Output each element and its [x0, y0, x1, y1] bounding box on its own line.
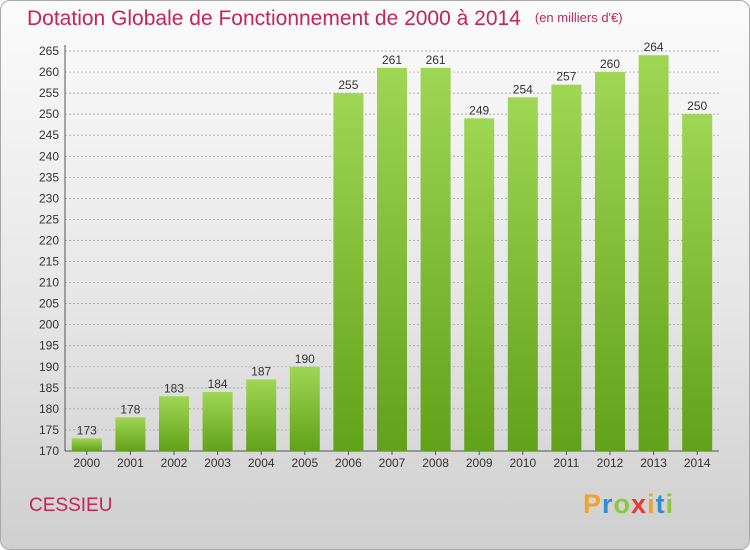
data-label: 254: [513, 82, 533, 96]
x-tick-label: 2009: [466, 456, 493, 470]
y-tick-label: 230: [39, 191, 59, 205]
y-tick-label: 235: [39, 170, 59, 184]
data-label: 261: [426, 53, 446, 67]
bar: [333, 93, 364, 452]
data-label: 250: [687, 99, 707, 113]
logo-letter: x: [631, 489, 648, 519]
y-tick-label: 200: [39, 318, 59, 332]
y-tick-label: 170: [39, 444, 59, 458]
x-tick-label: 2008: [422, 456, 449, 470]
y-tick-label: 185: [39, 381, 59, 395]
y-tick-label: 255: [39, 86, 59, 100]
logo-letter: P: [583, 489, 603, 519]
bar: [595, 72, 625, 451]
x-tick-label: 2012: [597, 456, 624, 470]
data-label: 187: [251, 364, 271, 378]
unit-note: (en milliers d'€): [534, 10, 623, 25]
y-tick-label: 215: [39, 255, 59, 269]
proxiti-logo: Proxiti: [583, 489, 674, 520]
bar: [202, 392, 233, 451]
data-label: 178: [120, 402, 140, 416]
data-label: 249: [469, 103, 489, 117]
data-label: 257: [556, 70, 576, 84]
bar: [246, 379, 277, 451]
x-tick-label: 2006: [335, 456, 362, 470]
data-label: 173: [77, 423, 97, 437]
bar: [682, 114, 713, 451]
data-label: 255: [338, 78, 358, 92]
y-tick-label: 250: [39, 107, 59, 121]
x-tick-label: 2000: [73, 456, 100, 470]
x-tick-label: 2002: [161, 456, 188, 470]
x-tick-label: 2010: [509, 456, 536, 470]
y-tick-label: 245: [39, 128, 59, 142]
data-label: 184: [208, 377, 228, 391]
bar: [115, 417, 146, 451]
x-tick-label: 2003: [204, 456, 231, 470]
logo-letter: r: [602, 489, 614, 519]
y-tick-label: 220: [39, 233, 59, 247]
commune-name: CESSIEU: [29, 495, 113, 516]
data-label: 264: [644, 40, 664, 54]
bar: [289, 366, 320, 451]
y-tick-label: 225: [39, 212, 59, 226]
y-tick-label: 180: [39, 402, 59, 416]
bar: [71, 438, 102, 451]
x-tick-label: 2013: [640, 456, 667, 470]
y-tick-label: 265: [39, 44, 59, 58]
chart-title-text: Dotation Globale de Fonctionnement de 20…: [27, 7, 521, 30]
y-tick-label: 175: [39, 423, 59, 437]
data-label: 260: [600, 57, 620, 71]
bar: [377, 67, 407, 451]
data-label: 183: [164, 381, 184, 395]
x-tick-label: 2004: [248, 456, 275, 470]
logo-letter: i: [665, 489, 675, 519]
logo-letter: i: [647, 489, 656, 519]
y-tick-label: 195: [39, 339, 59, 353]
logo-letter: o: [613, 489, 632, 519]
bar: [507, 97, 538, 451]
bar: [638, 55, 669, 452]
data-label: 261: [382, 53, 402, 67]
logo-letter: t: [655, 489, 666, 519]
bar: [420, 67, 451, 451]
x-tick-label: 2005: [291, 456, 318, 470]
bar: [464, 118, 495, 452]
x-tick-label: 2007: [379, 456, 406, 470]
y-tick-label: 210: [39, 276, 59, 290]
y-tick-label: 260: [39, 65, 59, 79]
y-tick-label: 205: [39, 297, 59, 311]
x-tick-label: 2014: [684, 456, 711, 470]
x-tick-label: 2001: [117, 456, 144, 470]
bar: [551, 84, 582, 452]
bar: [159, 396, 189, 451]
chart-title: Dotation Globale de Fonctionnement de 20…: [27, 7, 623, 31]
data-label: 190: [295, 352, 315, 366]
y-tick-label: 190: [39, 360, 59, 374]
x-tick-label: 2011: [553, 456, 579, 470]
y-tick-label: 240: [39, 149, 59, 163]
